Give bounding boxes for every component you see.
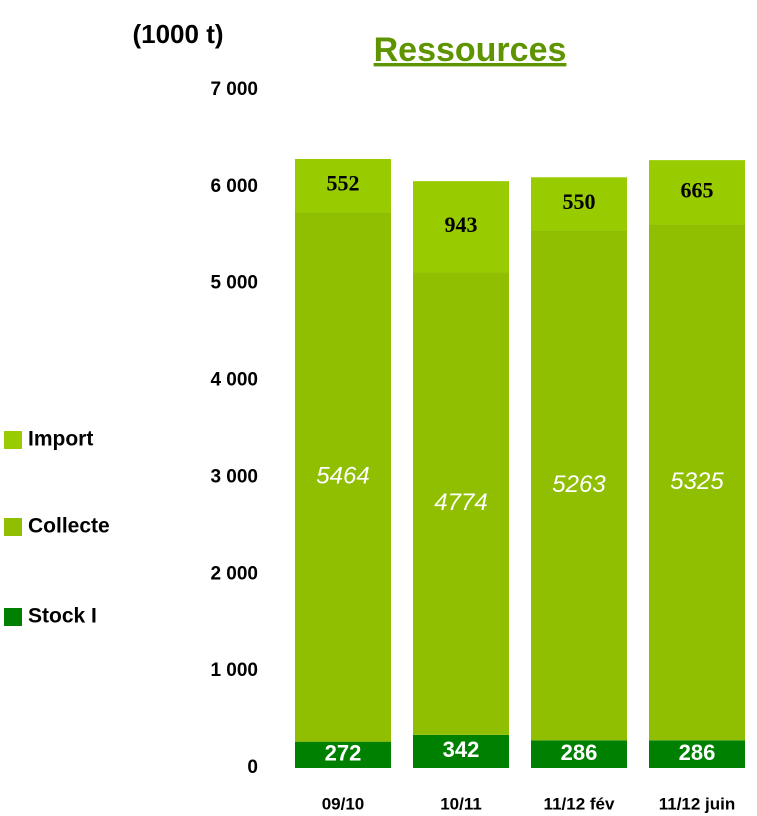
chart-title: Ressources — [374, 31, 567, 69]
y-tick-label: 6 000 — [210, 176, 258, 197]
x-tick-label: 11/12 fév — [544, 794, 615, 813]
legend-swatch — [4, 518, 22, 536]
y-tick-label: 0 — [247, 757, 258, 778]
y-tick-label: 5 000 — [210, 273, 258, 294]
x-tick-label: 11/12 juin — [659, 794, 736, 813]
data-label: 943 — [445, 212, 478, 237]
y-axis-label: (1000 t) — [132, 19, 223, 49]
data-label: 665 — [681, 177, 714, 202]
legend-label: Collecte — [28, 515, 110, 538]
y-tick-label: 7 000 — [210, 79, 258, 100]
y-tick-label: 3 000 — [210, 466, 258, 487]
bar-segment — [531, 740, 627, 768]
y-tick-label: 2 000 — [210, 563, 258, 584]
bar-segment — [295, 158, 391, 213]
bar-segment — [649, 224, 745, 741]
bar-segment — [649, 160, 745, 225]
bar-segment — [531, 177, 627, 231]
data-label: 5325 — [670, 468, 724, 495]
y-tick-label: 1 000 — [210, 660, 258, 681]
legend-swatch — [4, 608, 22, 626]
bar-segment — [295, 212, 391, 742]
bar-segment — [413, 272, 509, 735]
data-label: 286 — [679, 740, 716, 765]
data-label: 272 — [325, 741, 362, 766]
data-label: 552 — [327, 171, 360, 196]
data-label: 286 — [561, 740, 598, 765]
x-tick-label: 10/11 — [440, 794, 482, 813]
legend-swatch — [4, 431, 22, 449]
legend-label: Stock I — [28, 605, 97, 628]
y-tick-label: 4 000 — [210, 370, 258, 391]
data-label: 342 — [443, 737, 480, 762]
bar-segment — [413, 734, 509, 768]
data-label: 4774 — [434, 489, 487, 516]
data-label: 5464 — [316, 462, 369, 489]
x-tick-label: 09/10 — [322, 794, 365, 813]
legend-label: Import — [28, 428, 93, 451]
data-label: 550 — [563, 189, 596, 214]
bar-segment — [413, 181, 509, 273]
data-label: 5263 — [552, 471, 606, 498]
bar-segment — [295, 741, 391, 768]
bar-segment — [531, 230, 627, 741]
bar-segment — [649, 740, 745, 768]
